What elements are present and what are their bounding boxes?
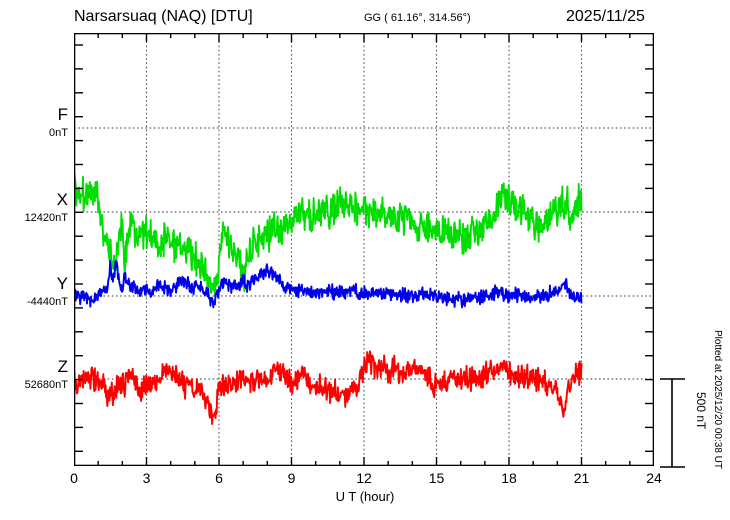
x-axis-title: U T (hour) [335, 489, 395, 504]
x-tick-label: 0 [70, 470, 78, 486]
scale-bar [660, 378, 685, 468]
y-axis-ticks [74, 44, 83, 452]
x-tick-label: 15 [428, 470, 445, 486]
x-tick-label: 24 [646, 470, 662, 486]
magnetogram-plot [74, 33, 654, 466]
x-tick-label: 9 [287, 470, 296, 486]
component-label-Y: Y [56, 274, 68, 293]
component-baseline-F: 0nT [49, 127, 68, 139]
x-tick-label: 12 [356, 470, 372, 486]
scale-bar-label: 500 nT [694, 392, 708, 430]
y-axis-ticks-right [645, 44, 654, 452]
x-tick-label: 6 [215, 470, 223, 486]
x-axis-ticks [74, 457, 654, 466]
x-tick-label: 21 [573, 470, 590, 486]
component-label-Z: Z [57, 357, 68, 376]
trace-X [74, 172, 583, 297]
geographic-coordinates: GG ( 61.16°, 314.56°) [364, 12, 471, 24]
x-tick-label: 18 [501, 470, 517, 486]
component-label-X: X [56, 190, 68, 209]
magnetogram-svg [74, 33, 654, 466]
component-baseline-Y: -4440nT [27, 296, 68, 308]
trace-Y [74, 259, 583, 309]
component-baseline-X: 12420nT [24, 212, 68, 224]
date-label: 2025/11/25 [566, 8, 645, 25]
data-traces [74, 172, 583, 425]
trace-Z [74, 350, 583, 425]
component-baseline-Z: 52680nT [24, 379, 68, 391]
page-title: Narsarsuaq (NAQ) [DTU] [74, 8, 253, 25]
plotted-at-label: Plotted at 2025/12/20 00:38 UT [712, 330, 723, 469]
component-label-F: F [57, 105, 68, 124]
vertical-gridlines [145, 33, 583, 466]
x-tick-label: 3 [142, 470, 151, 486]
x-axis-ticks-top [74, 33, 654, 42]
